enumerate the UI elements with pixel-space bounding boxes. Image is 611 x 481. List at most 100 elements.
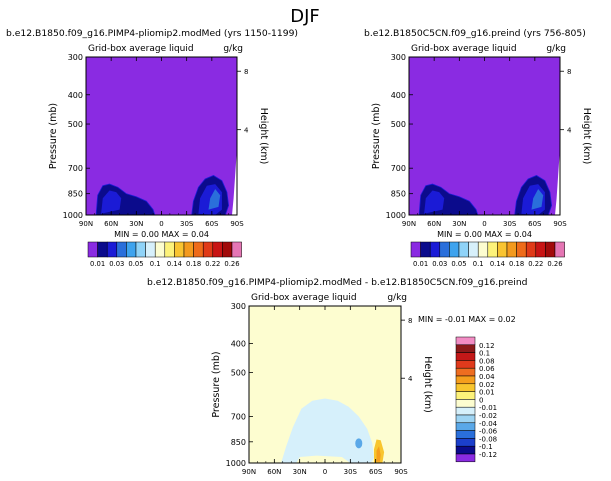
anomaly-spot bbox=[355, 438, 363, 449]
colorbar-box bbox=[535, 241, 546, 258]
x-tick-label: 0 bbox=[159, 220, 163, 228]
colorbar-label: 0.08 bbox=[479, 357, 495, 365]
colorbar-box bbox=[458, 241, 469, 258]
x-tick-label: 60N bbox=[427, 220, 441, 228]
x-tick-label: 30N bbox=[129, 220, 143, 228]
cloud-north-inner bbox=[424, 190, 445, 214]
panel-subtitle: Grid-box average liquid bbox=[88, 44, 194, 54]
units-label: g/kg bbox=[546, 44, 566, 54]
colorbar-box bbox=[554, 241, 565, 258]
colorbar-label: 0.03 bbox=[432, 260, 447, 268]
missing-data bbox=[555, 148, 560, 215]
colorbar-box bbox=[455, 383, 476, 392]
x-tick-label: 60S bbox=[205, 220, 219, 228]
y-tick-label: 300 bbox=[68, 53, 83, 62]
panel-title: b.e12.B1850.f09_g16.PIMP4-pliomip2.modMe… bbox=[6, 28, 298, 39]
y-tick-label: 300 bbox=[231, 302, 246, 311]
colorbar-box bbox=[455, 438, 476, 447]
colorbar-box bbox=[455, 453, 476, 463]
y-tick-label: 850 bbox=[231, 438, 246, 447]
height-axis-label: Height (km) bbox=[258, 108, 269, 165]
panel-subtitle: Grid-box average liquid bbox=[251, 293, 357, 303]
y-axis-label: Pressure (mb) bbox=[211, 351, 222, 417]
colorbar-label: 0.22 bbox=[528, 260, 543, 268]
colorbar-box bbox=[506, 241, 517, 258]
x-tick-label: 30S bbox=[180, 220, 194, 228]
colorbar-box bbox=[477, 241, 489, 258]
x-tick-label: 90S bbox=[230, 220, 244, 228]
colorbar-box bbox=[455, 352, 476, 361]
colorbar-label: 0.05 bbox=[451, 260, 466, 268]
height-axis-label: Height (km) bbox=[422, 356, 433, 413]
colorbar-label: 0.1 bbox=[479, 350, 490, 358]
y-tick-label: 400 bbox=[231, 340, 246, 349]
colorbar-diff: 0.120.10.080.060.040.020.010-0.01-0.02-0… bbox=[455, 336, 498, 463]
y-tick-label: 700 bbox=[391, 164, 406, 173]
missing-data bbox=[232, 148, 237, 215]
colorbar-box bbox=[455, 375, 476, 385]
colorbar-box bbox=[154, 241, 166, 258]
cloud-south-core bbox=[208, 189, 221, 210]
x-tick-label: 30N bbox=[293, 468, 307, 476]
colorbar-box bbox=[202, 241, 214, 258]
colorbar-box bbox=[455, 344, 476, 353]
panel-subtitle: Grid-box average liquid bbox=[411, 44, 517, 54]
colorbar-box bbox=[455, 367, 476, 377]
x-tick-label: 60N bbox=[104, 220, 118, 228]
y-tick-label: 500 bbox=[391, 120, 406, 129]
colorbar-box bbox=[468, 241, 479, 258]
y-tick-label: 1000 bbox=[63, 211, 83, 220]
colorbar-box bbox=[231, 241, 242, 258]
colorbar-box bbox=[116, 241, 127, 258]
colorbar-box bbox=[455, 336, 476, 346]
y-tick-label: 300 bbox=[391, 53, 406, 62]
units-label: g/kg bbox=[387, 293, 407, 303]
colorbar-box bbox=[222, 241, 233, 258]
cloud-south-core bbox=[531, 189, 544, 210]
x-tick-label: 0 bbox=[482, 220, 486, 228]
colorbar-label: 0.14 bbox=[167, 260, 182, 268]
colorbar-label: 0.12 bbox=[479, 342, 495, 350]
colorbar-box bbox=[174, 241, 185, 258]
colorbar-box bbox=[410, 241, 421, 258]
colorbar-box bbox=[193, 241, 204, 258]
colorbar-1: 0.01 0.03 0.05 0.1 0.14 0.18 0.22 0.26 bbox=[87, 241, 242, 268]
y-tick-label: 400 bbox=[68, 91, 83, 100]
colorbar-box bbox=[516, 241, 527, 258]
colorbar-box bbox=[455, 360, 476, 369]
x-tick-label: 90N bbox=[402, 220, 416, 228]
colorbar-box bbox=[97, 241, 108, 258]
colorbar-label: -0.04 bbox=[479, 420, 498, 428]
colorbar-label: 0.03 bbox=[109, 260, 124, 268]
colorbar-box bbox=[455, 414, 476, 424]
x-tick-label: 60S bbox=[369, 468, 383, 476]
colorbar-label: 0.02 bbox=[479, 381, 495, 389]
colorbar-box bbox=[212, 241, 223, 258]
y-tick-label: 700 bbox=[231, 412, 246, 421]
colorbar-box bbox=[145, 241, 156, 258]
colorbar-label: 0 bbox=[479, 396, 483, 404]
x-tick-label: 30N bbox=[452, 220, 466, 228]
x-tick-label: 90S bbox=[553, 220, 567, 228]
units-label: g/kg bbox=[223, 44, 243, 54]
height-tick-label: 8 bbox=[408, 317, 412, 325]
cloud-north-inner bbox=[101, 190, 122, 214]
y-tick-label: 1000 bbox=[226, 459, 246, 468]
colorbar-box bbox=[455, 422, 476, 431]
height-tick-label: 4 bbox=[408, 375, 413, 383]
height-tick-label: 8 bbox=[244, 68, 248, 76]
colorbar-box bbox=[87, 241, 98, 258]
colorbar-label: -0.08 bbox=[479, 435, 497, 443]
colorbar-label: 0.01 bbox=[479, 389, 495, 397]
colorbar-label: 0.1 bbox=[150, 260, 161, 268]
y-tick-label: 400 bbox=[391, 91, 406, 100]
x-tick-label: 0 bbox=[323, 468, 327, 476]
colorbar-label: 0.1 bbox=[473, 260, 484, 268]
colorbar-box bbox=[455, 391, 476, 400]
y-tick-label: 850 bbox=[391, 190, 406, 199]
panel-3: b.e12.B1850.f09_g16.PIMP4-pliomip2.modMe… bbox=[147, 277, 528, 476]
colorbar-label: -0.1 bbox=[479, 443, 493, 451]
anomaly-neutral-band bbox=[296, 455, 351, 463]
stats-text: MIN = 0.00 MAX = 0.04 bbox=[437, 230, 532, 239]
